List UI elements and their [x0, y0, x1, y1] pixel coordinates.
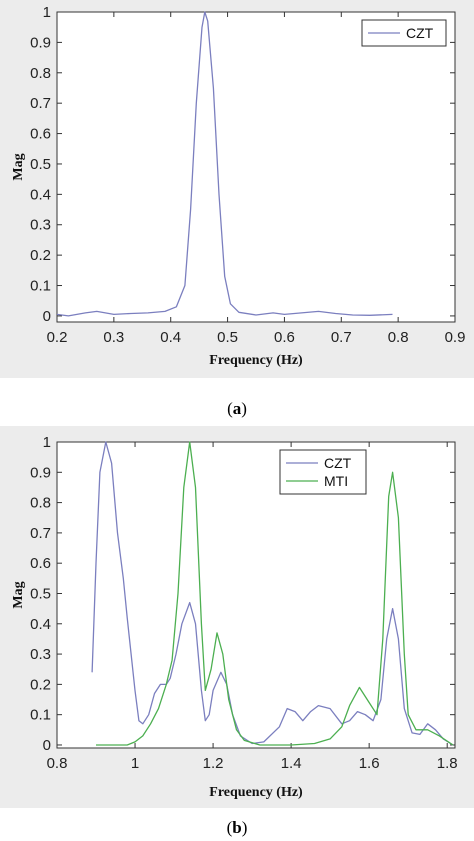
caption-a-open: ( — [227, 399, 233, 418]
y-tick-label: 0.3 — [30, 217, 51, 234]
legend-box — [279, 449, 367, 495]
series-line-czt — [56, 11, 393, 317]
series-line-czt — [91, 441, 454, 746]
caption-b-close: ) — [241, 818, 248, 837]
x-axis-label: Frequency (Hz) — [209, 353, 303, 368]
y-tick-label: 0.2 — [30, 676, 51, 693]
y-tick-label: 0.5 — [30, 156, 51, 173]
caption-a-close: ) — [241, 399, 247, 418]
x-tick-label: 0.8 — [47, 755, 68, 772]
legend-label-mti: MTI — [324, 473, 348, 489]
caption-b-open: ( — [226, 818, 233, 837]
chart-a-svg: 0 0.1 0.2 0.3 0.4 0.5 0.6 0.7 0.8 0.9 1 0.2 0.3 0.4 0.… — [11, 4, 466, 368]
x-tick-label: 0.2 — [47, 329, 68, 346]
y-tick-label: 0.5 — [30, 585, 51, 602]
y-tick-label: 0.1 — [30, 707, 51, 724]
x-tick-label: 1.4 — [281, 755, 302, 772]
x-tick-label: 1.8 — [437, 755, 458, 772]
chart-b-svg: 0 0.1 0.2 0.3 0.4 0.5 0.6 0.7 0.8 0.9 1 0.8 1 1.2 1.4 1… — [11, 434, 458, 800]
x-tick-label: 0.9 — [445, 329, 466, 346]
y-axis-label: Mag — [11, 581, 26, 608]
chart-panel-b: 0 0.1 0.2 0.3 0.4 0.5 0.6 0.7 0.8 0.9 1 0.8 1 1.2 1.4 1… — [0, 426, 474, 808]
x-tick-label: 1.2 — [203, 755, 224, 772]
x-tick-label: 0.7 — [331, 329, 352, 346]
series-line-mti — [96, 441, 454, 746]
x-tick-label: 0.3 — [103, 329, 124, 346]
chart-panel-a: 0 0.1 0.2 0.3 0.4 0.5 0.6 0.7 0.8 0.9 1 0.2 0.3 0.4 0.… — [0, 0, 474, 378]
y-axis-label: Mag — [11, 153, 26, 180]
y-tick-label: 0.1 — [30, 278, 51, 295]
y-tick-label: 0.7 — [30, 95, 51, 112]
y-tick-label: 1 — [43, 4, 51, 21]
y-tick-label: 1 — [43, 434, 51, 451]
x-tick-label: 0.4 — [160, 329, 181, 346]
y-tick-label: 0.6 — [30, 555, 51, 572]
legend: CZT MTI — [279, 449, 367, 495]
caption-b-letter: b — [232, 818, 242, 837]
x-tick-label: 1.6 — [359, 755, 380, 772]
y-tick-label: 0.4 — [30, 616, 51, 633]
y-tick-label: 0.8 — [30, 495, 51, 512]
y-tick-label: 0.3 — [30, 646, 51, 663]
legend: CZT — [361, 19, 447, 47]
caption-b: (b) — [0, 818, 474, 838]
x-axis-label: Frequency (Hz) — [209, 785, 303, 800]
plot-area — [56, 11, 456, 323]
x-tick-label: 0.8 — [388, 329, 409, 346]
y-tick-label: 0.2 — [30, 247, 51, 264]
legend-label-czt: CZT — [406, 25, 434, 41]
x-tick-label: 0.6 — [274, 329, 295, 346]
caption-a-letter: a — [232, 399, 242, 418]
y-tick-label: 0.7 — [30, 525, 51, 542]
x-tick-label: 0.5 — [217, 329, 238, 346]
y-tick-label: 0.9 — [30, 34, 51, 51]
plot-area — [56, 441, 456, 749]
y-tick-label: 0.8 — [30, 65, 51, 82]
legend-label-czt: CZT — [324, 455, 352, 471]
y-tick-label: 0.4 — [30, 186, 51, 203]
x-tick-label: 1 — [131, 755, 139, 772]
y-tick-label: 0.6 — [30, 126, 51, 143]
y-tick-label: 0 — [43, 737, 51, 754]
y-tick-label: 0 — [43, 308, 51, 325]
caption-a: (a) — [0, 399, 474, 419]
y-tick-label: 0.9 — [30, 464, 51, 481]
